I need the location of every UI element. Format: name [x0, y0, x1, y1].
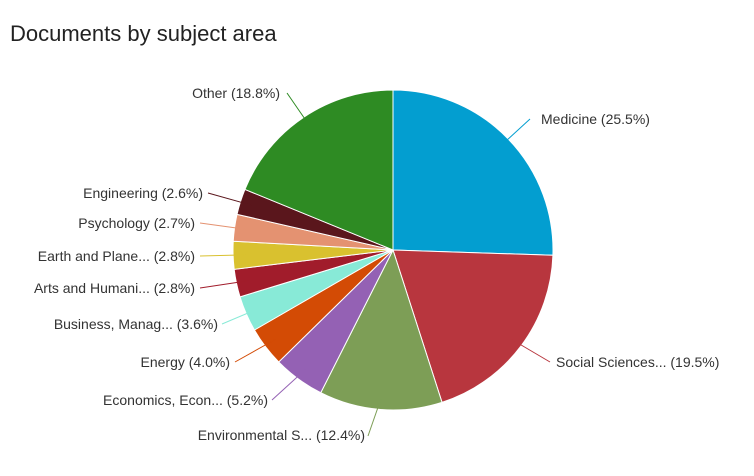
leader-line — [286, 92, 311, 128]
slice-label: Psychology (2.7%) — [78, 215, 195, 231]
leader-line — [499, 118, 531, 148]
pie-slice[interactable] — [392, 89, 554, 256]
slice-label: Medicine (25.5%) — [541, 111, 650, 127]
slice-label: Arts and Humani... (2.8%) — [34, 280, 195, 296]
leader-line — [367, 397, 382, 437]
leader-line — [199, 280, 249, 289]
leader-line — [199, 222, 247, 230]
leader-lines — [199, 92, 551, 437]
leader-line — [510, 338, 551, 363]
slice-labels: Medicine (25.5%) Social Sciences... (19.5… — [34, 85, 719, 443]
slice-label: Economics, Econ... (5.2%) — [103, 392, 268, 408]
slice-label: Earth and Plane... (2.8%) — [38, 248, 195, 264]
slice-label: Energy (4.0%) — [141, 354, 230, 370]
leader-line — [207, 192, 253, 206]
slice-label: Business, Manag... (3.6%) — [54, 316, 218, 332]
leader-line — [221, 308, 258, 325]
slice-label: Environmental S... (12.4%) — [198, 427, 365, 443]
pie-slice[interactable] — [320, 248, 443, 411]
slice-label: Other (18.8%) — [192, 85, 280, 101]
pie-slice[interactable] — [392, 249, 554, 403]
pie-slices — [232, 89, 554, 411]
slice-label: Social Sciences... (19.5%) — [556, 354, 719, 370]
leader-line — [271, 369, 306, 401]
leader-line — [234, 339, 276, 363]
leader-line — [199, 254, 246, 257]
chart-title: Documents by subject area — [10, 21, 277, 46]
slice-label: Engineering (2.6%) — [83, 185, 203, 201]
